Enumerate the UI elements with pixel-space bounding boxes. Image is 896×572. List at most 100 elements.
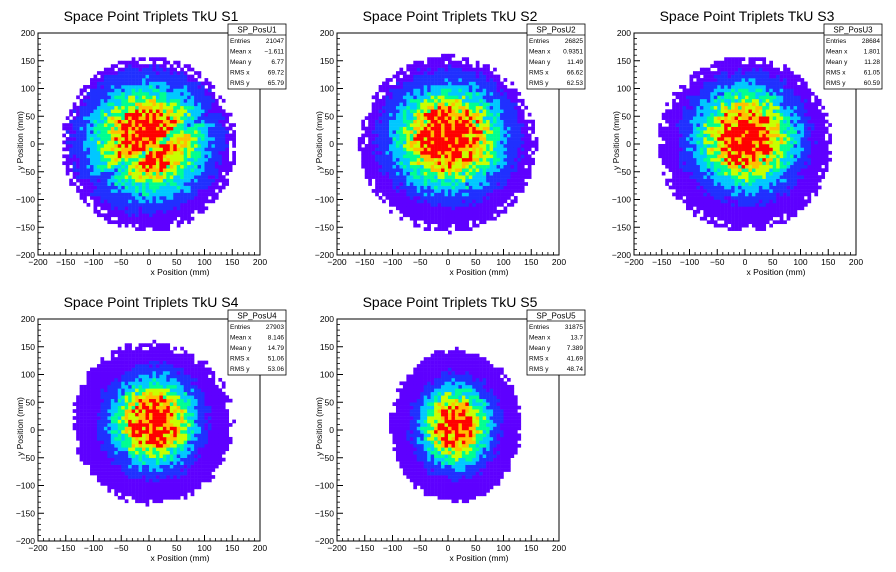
- heatmap-cell: [176, 91, 181, 96]
- heatmap-cell: [444, 206, 449, 211]
- heatmap-cell: [703, 150, 708, 155]
- heatmap-cell: [159, 57, 164, 61]
- heatmap-cell: [472, 95, 476, 100]
- heatmap-cell: [201, 140, 205, 145]
- heatmap-cell: [152, 168, 157, 172]
- heatmap-cell: [225, 140, 230, 145]
- heatmap-cell: [149, 213, 153, 218]
- heatmap-cell: [448, 71, 452, 75]
- heatmap-cell: [204, 95, 209, 100]
- heatmap-cell: [734, 144, 739, 148]
- heatmap-cell: [378, 140, 383, 145]
- heatmap-cell: [713, 116, 718, 120]
- heatmap-cell: [121, 85, 125, 89]
- heatmap-cell: [201, 102, 205, 107]
- heatmap-cell: [65, 126, 70, 131]
- heatmap-cell: [710, 150, 715, 155]
- heatmap-cell: [225, 154, 230, 159]
- heatmap-cell: [96, 185, 101, 190]
- heatmap-cell: [124, 116, 129, 120]
- heatmap-cell: [406, 64, 411, 68]
- heatmap-cell: [86, 154, 91, 159]
- heatmap-cell: [190, 161, 195, 166]
- heatmap-cell: [675, 189, 680, 193]
- heatmap-cell: [458, 78, 463, 82]
- heatmap-cell: [96, 178, 101, 183]
- heatmap-cell: [103, 126, 108, 131]
- heatmap-cell: [682, 192, 687, 197]
- heatmap-cell: [357, 144, 362, 148]
- heatmap-cell: [713, 199, 718, 204]
- heatmap-cell: [375, 98, 379, 103]
- heatmap-cell: [162, 202, 167, 207]
- heatmap-cell: [682, 98, 687, 103]
- heatmap-cell: [503, 88, 508, 93]
- heatmap-cell: [496, 88, 501, 93]
- heatmap-cell: [441, 185, 445, 190]
- heatmap-cell: [496, 168, 501, 172]
- heatmap-cell: [135, 171, 139, 176]
- heatmap-cell: [444, 64, 449, 68]
- heatmap-cell: [117, 130, 122, 134]
- heatmap-cell: [717, 154, 721, 159]
- heatmap-cell: [482, 123, 487, 127]
- heatmap-cell: [479, 91, 483, 96]
- heatmap-cell: [93, 199, 98, 204]
- heatmap-cell: [201, 119, 205, 124]
- heatmap-cell: [441, 102, 445, 107]
- heatmap-cell: [392, 182, 397, 186]
- heatmap-cell: [207, 81, 212, 86]
- heatmap-cell: [392, 178, 397, 183]
- heatmap-cell: [124, 164, 129, 169]
- heatmap-cell: [361, 133, 365, 138]
- heatmap-cell: [717, 112, 721, 117]
- heatmap-cell: [420, 133, 424, 138]
- heatmap-cell: [689, 102, 694, 107]
- heatmap-cell: [416, 119, 421, 124]
- heatmap-cell: [197, 140, 202, 145]
- heatmap-cell: [465, 216, 470, 221]
- heatmap-cell: [152, 57, 157, 61]
- heatmap-cell: [731, 67, 735, 72]
- heatmap-cell: [364, 147, 369, 152]
- heatmap-cell: [696, 182, 701, 186]
- heatmap-cell: [114, 154, 119, 159]
- heatmap-cell: [479, 81, 483, 86]
- heatmap-cell: [368, 154, 372, 159]
- heatmap-cell: [496, 182, 501, 186]
- heatmap-cell: [180, 112, 184, 117]
- heatmap-cell: [142, 182, 146, 186]
- heatmap-cell: [682, 185, 687, 190]
- heatmap-cell: [121, 164, 125, 169]
- heatmap-cell: [371, 95, 376, 100]
- heatmap-cell: [461, 192, 466, 197]
- heatmap-cell: [699, 123, 704, 127]
- heatmap-cell: [689, 95, 694, 100]
- heatmap-cell: [482, 74, 487, 79]
- heatmap-cell: [444, 81, 449, 86]
- heatmap-cell: [176, 78, 181, 82]
- heatmap-cell: [706, 137, 711, 141]
- heatmap-cell: [713, 164, 718, 169]
- heatmap-cell: [142, 95, 146, 100]
- heatmap-cell: [672, 130, 676, 134]
- heatmap-cell: [713, 60, 718, 65]
- heatmap-cell: [180, 102, 184, 107]
- heatmap-cell: [117, 78, 122, 82]
- heatmap-cell: [468, 147, 473, 152]
- heatmap-cell: [83, 112, 87, 117]
- heatmap-cell: [731, 137, 735, 141]
- heatmap-cell: [427, 88, 431, 93]
- heatmap-cell: [475, 88, 480, 93]
- heatmap-cell: [131, 88, 136, 93]
- heatmap-cell: [482, 133, 487, 138]
- heatmap-cell: [520, 168, 525, 172]
- heatmap-cell: [79, 116, 84, 120]
- heatmap-cell: [731, 192, 735, 197]
- heatmap-cell: [686, 178, 690, 183]
- heatmap-cell: [117, 71, 122, 75]
- heatmap-cell: [454, 144, 459, 148]
- heatmap-cell: [207, 98, 212, 103]
- heatmap-cell: [444, 227, 449, 231]
- heatmap-cell: [107, 189, 112, 193]
